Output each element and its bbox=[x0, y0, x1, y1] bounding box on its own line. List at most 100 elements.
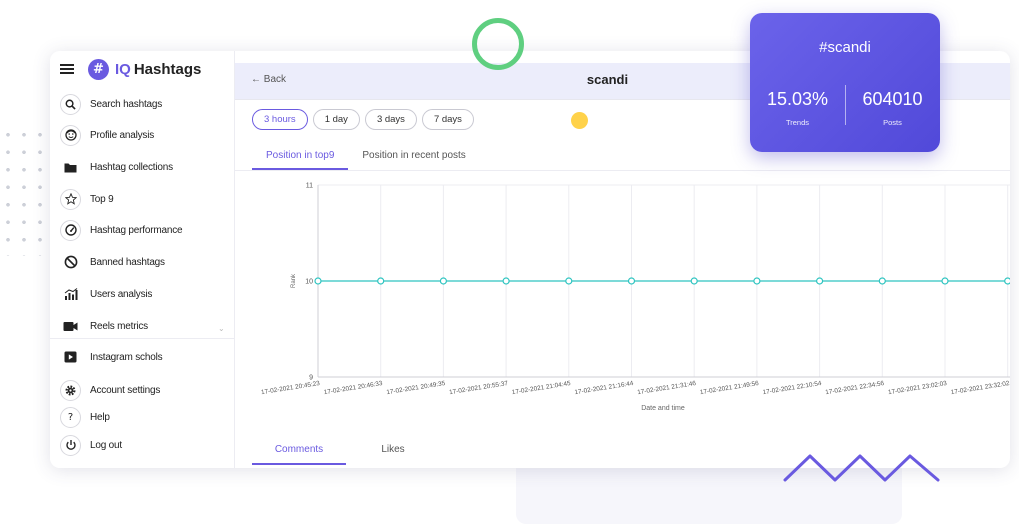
data-point[interactable] bbox=[815, 277, 824, 285]
data-point[interactable] bbox=[565, 277, 573, 285]
y-tick-label: 11 bbox=[306, 183, 313, 190]
sidebar-item-label: Reels metrics bbox=[90, 320, 148, 332]
sidebar-item-account[interactable]: Account settings bbox=[60, 377, 160, 403]
gear-icon bbox=[60, 379, 81, 401]
star-icon bbox=[60, 188, 81, 210]
brand: # IQ Hashtags bbox=[60, 56, 201, 82]
x-axis-label: Date and time bbox=[641, 405, 685, 412]
video-icon bbox=[60, 315, 81, 337]
card-hashtag: #scandi bbox=[819, 39, 871, 56]
posts-label: Posts bbox=[883, 118, 902, 127]
y-axis-label: Rank bbox=[291, 273, 297, 288]
x-tick-label: 17-02-2021 22:10:54 bbox=[762, 380, 822, 396]
posts-value: 604010 bbox=[862, 89, 923, 109]
sidebar-item-performance[interactable]: Hashtag performance bbox=[60, 217, 183, 243]
face-icon bbox=[60, 124, 81, 146]
x-tick-labels: 17-02-2021 20:45:23 17-02-2021 20:46:33 17… bbox=[261, 380, 1010, 396]
play-icon bbox=[60, 346, 81, 368]
posts-stat: 604010 Posts bbox=[845, 89, 940, 127]
sidebar-item-logout[interactable]: Log out bbox=[60, 432, 122, 458]
data-point[interactable] bbox=[941, 277, 949, 285]
decorative-dot bbox=[571, 112, 588, 129]
range-chip-7-days[interactable]: 7 days bbox=[421, 109, 474, 130]
hashtag-stats-card: #scandi 15.03% Trends 604010 Posts bbox=[750, 13, 940, 152]
sidebar-item-profile[interactable]: Profile analysis bbox=[60, 122, 154, 148]
data-point[interactable] bbox=[439, 277, 447, 285]
sidebar-item-label: Hashtag collections bbox=[90, 161, 173, 173]
sidebar-item-label: Account settings bbox=[90, 384, 161, 396]
sidebar-item-search[interactable]: Search hashtags bbox=[60, 91, 162, 117]
data-point[interactable] bbox=[690, 277, 698, 285]
data-point[interactable] bbox=[377, 277, 385, 285]
decorative-zigzag bbox=[783, 454, 940, 482]
data-point[interactable] bbox=[753, 277, 761, 285]
tab-comments[interactable]: Comments bbox=[252, 439, 346, 465]
sidebar-item-top9[interactable]: Top 9 bbox=[60, 186, 114, 212]
y-tick-labels: 9 10 11 bbox=[305, 183, 313, 382]
x-tick-label: 17-02-2021 21:16:44 bbox=[574, 380, 634, 396]
x-tick-label: 17-02-2021 21:04:45 bbox=[511, 380, 571, 396]
position-tabs: Position in top9 Position in recent post… bbox=[252, 144, 480, 170]
x-tick-label: 17-02-2021 20:46:33 bbox=[323, 380, 383, 396]
hamburger-menu-icon[interactable] bbox=[60, 64, 74, 74]
range-chip-3-days[interactable]: 3 days bbox=[364, 109, 417, 130]
x-tick-label: 17-02-2021 23:32:02 bbox=[950, 380, 1010, 396]
y-tick-label: 9 bbox=[309, 375, 313, 382]
sidebar-item-label: Log out bbox=[90, 439, 122, 451]
tabs-divider bbox=[235, 170, 1010, 171]
engagement-tabs: Comments Likes bbox=[252, 439, 440, 465]
rank-chart: 9 10 11 17-02-2021 20:45:23 17-02-2021 20:4… bbox=[261, 183, 1010, 412]
gauge-icon bbox=[60, 219, 81, 241]
x-tick-label: 17-02-2021 20:49:35 bbox=[386, 380, 446, 396]
page-title: scandi bbox=[586, 72, 629, 87]
x-tick-label: 17-02-2021 21:31:46 bbox=[637, 380, 697, 396]
topbar-divider bbox=[235, 99, 1010, 100]
brand-prefix: IQ bbox=[115, 60, 131, 78]
power-icon bbox=[60, 434, 81, 456]
sidebar-item-label: Help bbox=[90, 411, 110, 423]
question-icon: ? bbox=[60, 406, 81, 428]
decorative-dots bbox=[0, 126, 50, 256]
data-point[interactable] bbox=[314, 277, 322, 285]
series-rank bbox=[314, 277, 1010, 285]
sidebar-item-help[interactable]: ? Help bbox=[60, 404, 110, 430]
card-divider bbox=[845, 85, 846, 125]
back-button[interactable]: ← Back bbox=[251, 74, 286, 85]
sidebar: # IQ Hashtags Search hashtags Profile ana… bbox=[50, 51, 235, 468]
sidebar-item-label: Instagram schols bbox=[90, 351, 163, 363]
sidebar-item-reels[interactable]: Reels metrics bbox=[60, 313, 148, 339]
tab-likes[interactable]: Likes bbox=[381, 444, 405, 455]
tab-position-recent-posts[interactable]: Position in recent posts bbox=[362, 150, 466, 161]
trend-label: Trends bbox=[785, 118, 810, 127]
sidebar-item-label: Banned hashtags bbox=[90, 256, 165, 268]
tab-position-top9[interactable]: Position in top9 bbox=[252, 144, 349, 170]
sidebar-divider bbox=[50, 338, 235, 339]
sidebar-item-label: Hashtag performance bbox=[90, 224, 183, 236]
data-point[interactable] bbox=[502, 277, 510, 285]
sidebar-item-collections[interactable]: Hashtag collections bbox=[60, 154, 173, 180]
logo-icon: # bbox=[88, 58, 109, 80]
bar-chart-icon bbox=[60, 283, 81, 305]
sidebar-item-label: Search hashtags bbox=[90, 98, 163, 110]
arrow-left-icon: ← bbox=[251, 74, 261, 85]
sidebar-item-schools[interactable]: Instagram schols bbox=[60, 344, 163, 370]
range-chip-3-hours[interactable]: 3 hours bbox=[252, 109, 308, 130]
search-icon bbox=[60, 93, 81, 115]
sidebar-item-banned[interactable]: Banned hashtags bbox=[60, 249, 165, 275]
chevron-down-icon: ⌄ bbox=[218, 324, 225, 333]
data-point[interactable] bbox=[878, 277, 886, 285]
data-point[interactable] bbox=[1004, 277, 1010, 285]
block-icon bbox=[60, 251, 81, 273]
trend-stat: 15.03% Trends bbox=[750, 89, 845, 127]
range-chip-1-day[interactable]: 1 day bbox=[312, 109, 360, 130]
folder-icon bbox=[60, 156, 81, 178]
brand-title: Hashtags bbox=[133, 60, 202, 78]
back-label: Back bbox=[263, 74, 287, 85]
x-tick-label: 17-02-2021 21:49:56 bbox=[700, 380, 760, 396]
decorative-ring bbox=[472, 18, 524, 70]
data-point[interactable] bbox=[627, 277, 636, 285]
trend-value: 15.03% bbox=[766, 89, 829, 109]
sidebar-item-users[interactable]: Users analysis bbox=[60, 281, 152, 307]
y-tick-label: 10 bbox=[305, 279, 313, 286]
